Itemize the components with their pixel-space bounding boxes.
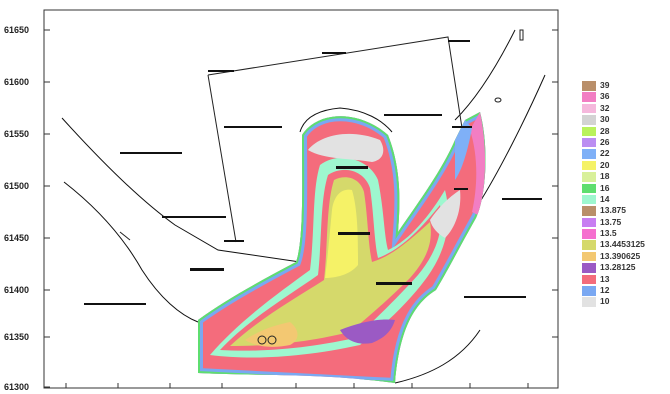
legend-swatch [582, 81, 596, 91]
legend-swatch [582, 274, 596, 285]
legend-item: 39 [582, 80, 666, 91]
legend-item: 13.75 [582, 217, 666, 228]
legend-label: 26 [600, 136, 610, 147]
legend-item: 28 [582, 126, 666, 137]
markers [119, 29, 524, 345]
legend-item: 13.28125 [582, 262, 666, 273]
legend-swatch [582, 126, 596, 137]
legend-label: 10 [600, 296, 610, 307]
legend-label: 13.875 [600, 205, 626, 216]
y-axis-label: 61350 [4, 332, 30, 342]
legend-item: 13.4453125 [582, 239, 666, 250]
legend-swatch [582, 103, 596, 114]
legend-label: 13.28125 [600, 262, 636, 273]
legend-label: 12 [600, 285, 610, 296]
legend-item: 12 [582, 285, 666, 296]
y-axis-label: 61500 [4, 181, 30, 191]
y-axis-label: 61400 [4, 285, 30, 295]
legend-swatch [582, 251, 596, 262]
legend-item: 13.390625 [582, 251, 666, 262]
legend-swatch [582, 183, 596, 194]
legend-item: 14 [582, 194, 666, 205]
legend-item: 13.875 [582, 205, 666, 216]
legend-label: 13.4453125 [600, 239, 645, 250]
legend-item: 16 [582, 183, 666, 194]
legend-swatch [582, 240, 596, 250]
legend-label: 13.5 [600, 228, 617, 239]
y-axis-label: 61450 [4, 233, 30, 243]
legend-item: 22 [582, 148, 666, 159]
legend-swatch [582, 217, 596, 228]
river-banks [61, 29, 546, 384]
legend-label: 20 [600, 159, 610, 170]
legend-label: 16 [600, 182, 610, 193]
legend-item: 18 [582, 171, 666, 182]
plot-frame [43, 9, 559, 389]
map-annotation-marks [84, 40, 542, 305]
legend-swatch [582, 206, 596, 216]
legend-item: 10 [582, 296, 666, 307]
legend-swatch [582, 137, 596, 148]
y-axis-label: 61650 [4, 25, 30, 35]
legend-swatch [582, 115, 596, 125]
legend-item: 13.5 [582, 228, 666, 239]
legend-swatch [582, 194, 596, 205]
legend-label: 30 [600, 114, 610, 125]
legend-swatch [582, 286, 596, 296]
y-axis-ticks [44, 29, 558, 388]
x-axis-ticks [65, 383, 529, 388]
legend-item: 26 [582, 137, 666, 148]
legend-item: 13 [582, 274, 666, 285]
legend-swatch [582, 263, 596, 273]
legend-item: 30 [582, 114, 666, 125]
legend-swatch [582, 160, 596, 171]
contour-zones [198, 112, 486, 383]
legend-label: 18 [600, 171, 610, 182]
legend-swatch [582, 149, 596, 159]
legend-label: 39 [600, 80, 610, 90]
y-axis-label: 61300 [4, 382, 30, 392]
legend-swatch [582, 172, 596, 182]
legend-item: 20 [582, 160, 666, 171]
legend-label: 22 [600, 148, 610, 159]
legend-label: 13 [600, 273, 610, 284]
y-axis-label: 61550 [4, 129, 30, 139]
legend-label: 32 [600, 102, 610, 113]
y-axis-label: 61600 [4, 77, 30, 87]
legend-label: 13.75 [600, 216, 622, 227]
color-legend: 39 36 32 30 28 26 22 20 18 16 14 13.875 13.75 13.5 13.… [582, 80, 666, 308]
legend-label: 13.390625 [600, 250, 641, 261]
legend-swatch [582, 92, 596, 102]
legend-swatch [582, 229, 596, 239]
legend-label: 14 [600, 193, 610, 204]
legend-label: 28 [600, 125, 610, 136]
legend-item: 36 [582, 91, 666, 102]
legend-item: 32 [582, 103, 666, 114]
legend-label: 36 [600, 91, 610, 102]
survey-boundary [207, 36, 463, 243]
legend-swatch [582, 297, 596, 307]
